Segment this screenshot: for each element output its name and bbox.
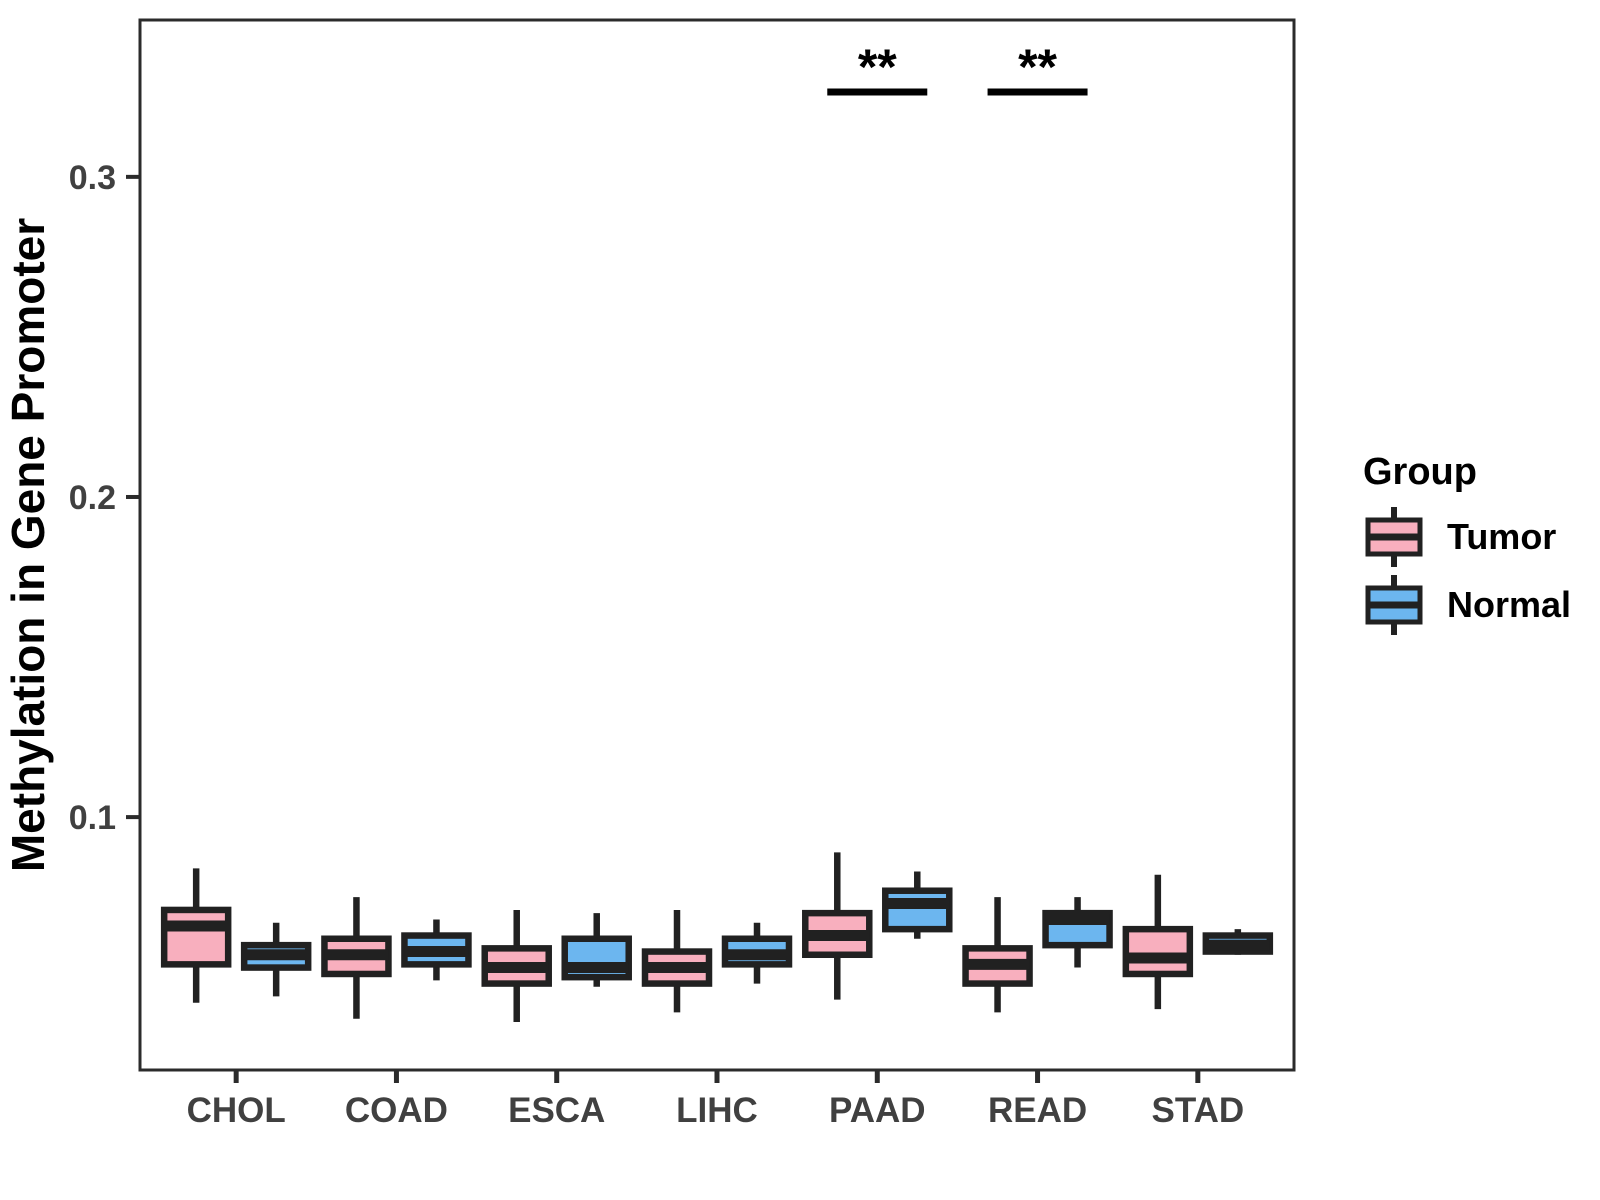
box-normal-paad: [882, 887, 953, 933]
axes-layer: 0.1 0.2 0.3 CHOL COAD ESCA LIHC PAAD READ STAD: [69, 159, 1244, 1130]
x-tick-label-chol: CHOL: [187, 1091, 286, 1130]
x-tick-label-lihc: LIHC: [676, 1091, 758, 1130]
x-tick-label-stad: STAD: [1151, 1091, 1244, 1130]
legend-title: Group: [1363, 451, 1477, 493]
y-tick-label-0.1: 0.1: [69, 799, 116, 837]
legend-entries: Tumor Normal: [1365, 507, 1571, 635]
significance-stars-paad: **: [858, 39, 897, 95]
significance-layer: ** **: [827, 39, 1088, 96]
y-tick-label-0.3: 0.3: [69, 159, 116, 197]
box-tumor-chol: [160, 906, 232, 968]
legend-label-tumor: Tumor: [1447, 516, 1556, 557]
x-tick-label-read: READ: [988, 1091, 1087, 1130]
x-tick-label-coad: COAD: [345, 1091, 448, 1130]
y-tick-label-0.2: 0.2: [69, 479, 116, 517]
plot-panel-border: [138, 18, 1296, 1072]
x-tick-label-esca: ESCA: [508, 1091, 605, 1130]
legend-entry-normal: Normal: [1365, 575, 1571, 635]
box-tumor-stad: [1122, 925, 1194, 978]
legend-entry-tumor: Tumor: [1365, 507, 1556, 567]
legend-label-normal: Normal: [1447, 584, 1571, 625]
boxes-layer: [160, 887, 1274, 987]
significance-stars-read: **: [1018, 39, 1057, 95]
x-tick-label-paad: PAAD: [829, 1091, 926, 1130]
y-axis-title: Methylation in Gene Promoter: [2, 218, 54, 872]
legend: Group Tumor Normal: [1363, 451, 1571, 635]
